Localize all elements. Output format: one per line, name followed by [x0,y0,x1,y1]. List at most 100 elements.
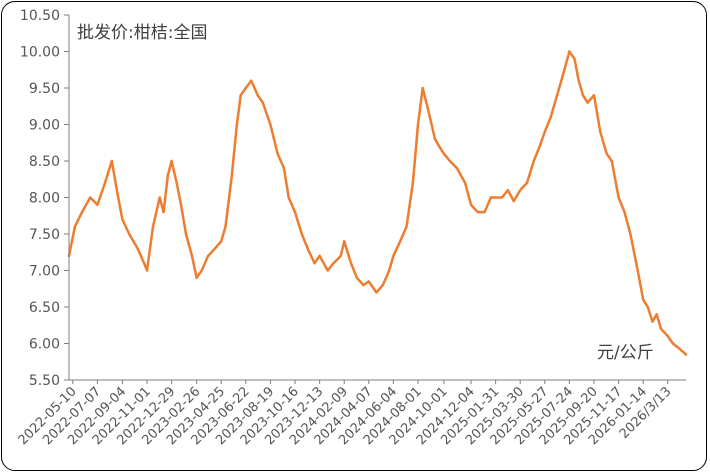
data-point [532,159,535,163]
data-point [483,210,486,214]
data-point [128,232,131,236]
data-point [306,247,309,250]
y-tick-label: 5.50 [29,373,60,389]
data-point [121,218,124,221]
data-point [145,269,149,272]
y-tick-label: 9.00 [29,118,60,134]
data-point [416,123,420,126]
data-point [261,101,264,104]
data-point [671,342,675,345]
data-point [538,145,541,148]
data-point [684,353,688,356]
data-point [433,137,437,141]
data-point [577,79,580,82]
data-point [195,276,198,279]
data-point [512,199,515,203]
data-point [170,159,173,163]
data-point [96,203,99,206]
data-point [605,152,608,155]
data-point [438,145,441,148]
data-point [586,101,589,104]
data-point [235,123,239,126]
y-tick-label: 7.00 [29,264,60,280]
data-point [562,72,565,75]
data-point [388,269,391,272]
data-point [230,174,233,177]
y-axis-ticks: 5.50 6.00 6.50 7.00 7.50 8.00 8.50 9.00 9.50 10.0… [20,8,69,389]
data-point [642,298,645,301]
data-point [110,159,114,163]
data-point [256,94,259,97]
data-point [190,254,194,258]
data-point [519,189,522,192]
data-point [655,313,658,316]
data-point [629,232,632,236]
data-point [581,94,585,97]
y-tick-label: 10.00 [20,45,60,61]
data-point [103,181,107,185]
series-line [67,50,688,356]
data-point [213,247,217,250]
data-point [162,210,165,214]
data-point [179,203,183,206]
data-point [663,331,666,334]
data-point [623,210,626,214]
data-point [392,254,395,258]
data-point [617,196,620,199]
x-axis-ticks: 2022-05-102022-07-072022-09-042022-11-01… [16,380,675,448]
data-point [300,232,303,236]
data-point [206,254,210,258]
data-point [89,196,92,199]
y-tick-label: 9.50 [29,81,60,97]
data-point [599,130,602,133]
data-point [269,123,272,126]
data-point [543,130,546,133]
data-point [525,181,529,185]
data-point [411,181,415,185]
data-point [151,225,155,228]
data-point [200,269,203,272]
data-point [405,225,408,228]
data-point [680,349,683,352]
data-point [636,269,639,272]
data-point [573,57,576,60]
data-point [651,320,654,323]
data-point [659,327,663,331]
data-point [158,196,161,199]
data-point [293,210,297,214]
data-point [343,240,346,243]
data-point [421,86,424,90]
data-point [463,181,467,185]
data-point [224,225,227,228]
y-tick-label: 8.50 [29,154,60,170]
data-point [220,240,223,243]
data-point [355,276,359,279]
data-point [469,203,473,206]
data-point [555,94,559,97]
data-point [244,86,247,90]
data-point [646,305,649,309]
data-point [476,210,479,214]
data-point [442,152,446,155]
chart-title: 批发价:柑桔:全国 [77,23,207,43]
data-point [318,254,321,258]
data-point [367,280,370,283]
data-point [399,240,402,243]
data-point [381,283,384,287]
data-point [500,196,504,199]
y-tick-label: 8.00 [29,191,60,207]
data-point [349,262,353,265]
data-point [73,225,77,228]
data-point [506,189,510,192]
data-point [427,108,430,112]
y-tick-label: 6.50 [29,300,60,316]
data-point [676,345,679,349]
data-point [455,167,459,170]
y-tick-label: 6.00 [29,337,60,353]
data-point [276,152,279,155]
data-point [239,94,242,97]
data-point [592,94,596,97]
y-tick-label: 7.50 [29,227,60,243]
